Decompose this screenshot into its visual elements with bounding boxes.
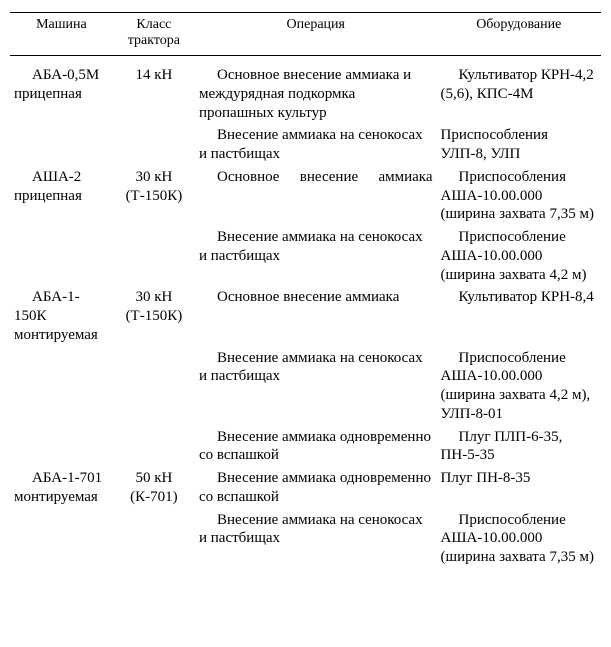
table-row: АБА-0,5М прицепная 14 кН Основное внесен… [10,56,601,125]
operation-text: Внесение аммиака на сенокосах и пастбища… [195,509,437,569]
operation-text: Внесение аммиака одновременно со вспашко… [195,467,437,509]
header-operation: Операция [195,13,437,56]
tractor-model: (К-701) [117,488,191,507]
table-row: Внесение аммиака на сенокосах и пастбища… [10,509,601,569]
equipment-text: Культиватор КРН-8,4 [437,286,601,346]
machine-name: АБА-1-150К [14,288,109,326]
operation-text: Внесение аммиака одновременно со вспашко… [195,426,437,468]
equipment-text: Приспособления УЛП-8, УЛП [437,124,601,166]
equipment-text: Плуг ПН-8-35 [437,467,601,509]
table-row: Внесение аммиака на сенокосах и пастбища… [10,347,601,426]
table-row: АБА-1-150К монтируемая 30 кН (Т-150К) Ос… [10,286,601,346]
equipment-text: Плуг ПЛП-6-35, ПН-5-35 [437,426,601,468]
header-equipment: Оборудование [437,13,601,56]
machine-type: прицепная [14,187,109,206]
table-row: АША-2 прицепная 30 кН (Т-150К) Основное … [10,166,601,226]
tractor-model: (Т-150К) [117,187,191,206]
machine-name: АБА-1-701 [14,469,109,488]
machine-type: монтируемая [14,488,109,507]
equipment-text: Приспособление АША-10.00.000 (ширина зах… [437,347,601,426]
header-machine: Машина [10,13,113,56]
equipment-text: Культиватор КРН-4,2 (5,6), КПС-4М [437,56,601,125]
machine-name: АША-2 [14,168,109,187]
tractor-class: 30 кН [117,168,191,187]
table-row: АБА-1-701 монтируемая 50 кН (К-701) Внес… [10,467,601,509]
operation-text: Основное внесение аммиака [195,166,437,226]
machine-name: АБА-0,5М [14,66,109,85]
table-row: Внесение аммиака на сенокосах и пастбища… [10,124,601,166]
operation-text: Внесение аммиака на сенокосах и пастбища… [195,347,437,426]
operation-text: Внесение аммиака на сенокосах и пастбища… [195,124,437,166]
tractor-class: 14 кН [113,56,195,125]
operation-text: Основное внесение аммиака и междурядная … [195,56,437,125]
machine-type: прицепная [14,85,109,104]
equipment-table: Машина Класс трактора Операция Оборудова… [10,12,601,569]
operation-text: Основное внесение аммиака [195,286,437,346]
tractor-model: (Т-150К) [117,307,191,326]
equipment-text: Приспособление АША-10.00.000 (ширина зах… [437,509,601,569]
operation-text: Внесение аммиака на сенокосах и пастбища… [195,226,437,286]
tractor-class: 50 кН [117,469,191,488]
equipment-text: Приспособление АША-10.00.000 (ширина зах… [437,226,601,286]
header-tractor-class: Класс трактора [113,13,195,56]
table-row: Внесение аммиака одновременно со вспашко… [10,426,601,468]
tractor-class: 30 кН [117,288,191,307]
equipment-text: Приспособления АША-10.00.000 (ширина зах… [437,166,601,226]
table-row: Внесение аммиака на сенокосах и пастбища… [10,226,601,286]
machine-type: монтируемая [14,326,109,345]
